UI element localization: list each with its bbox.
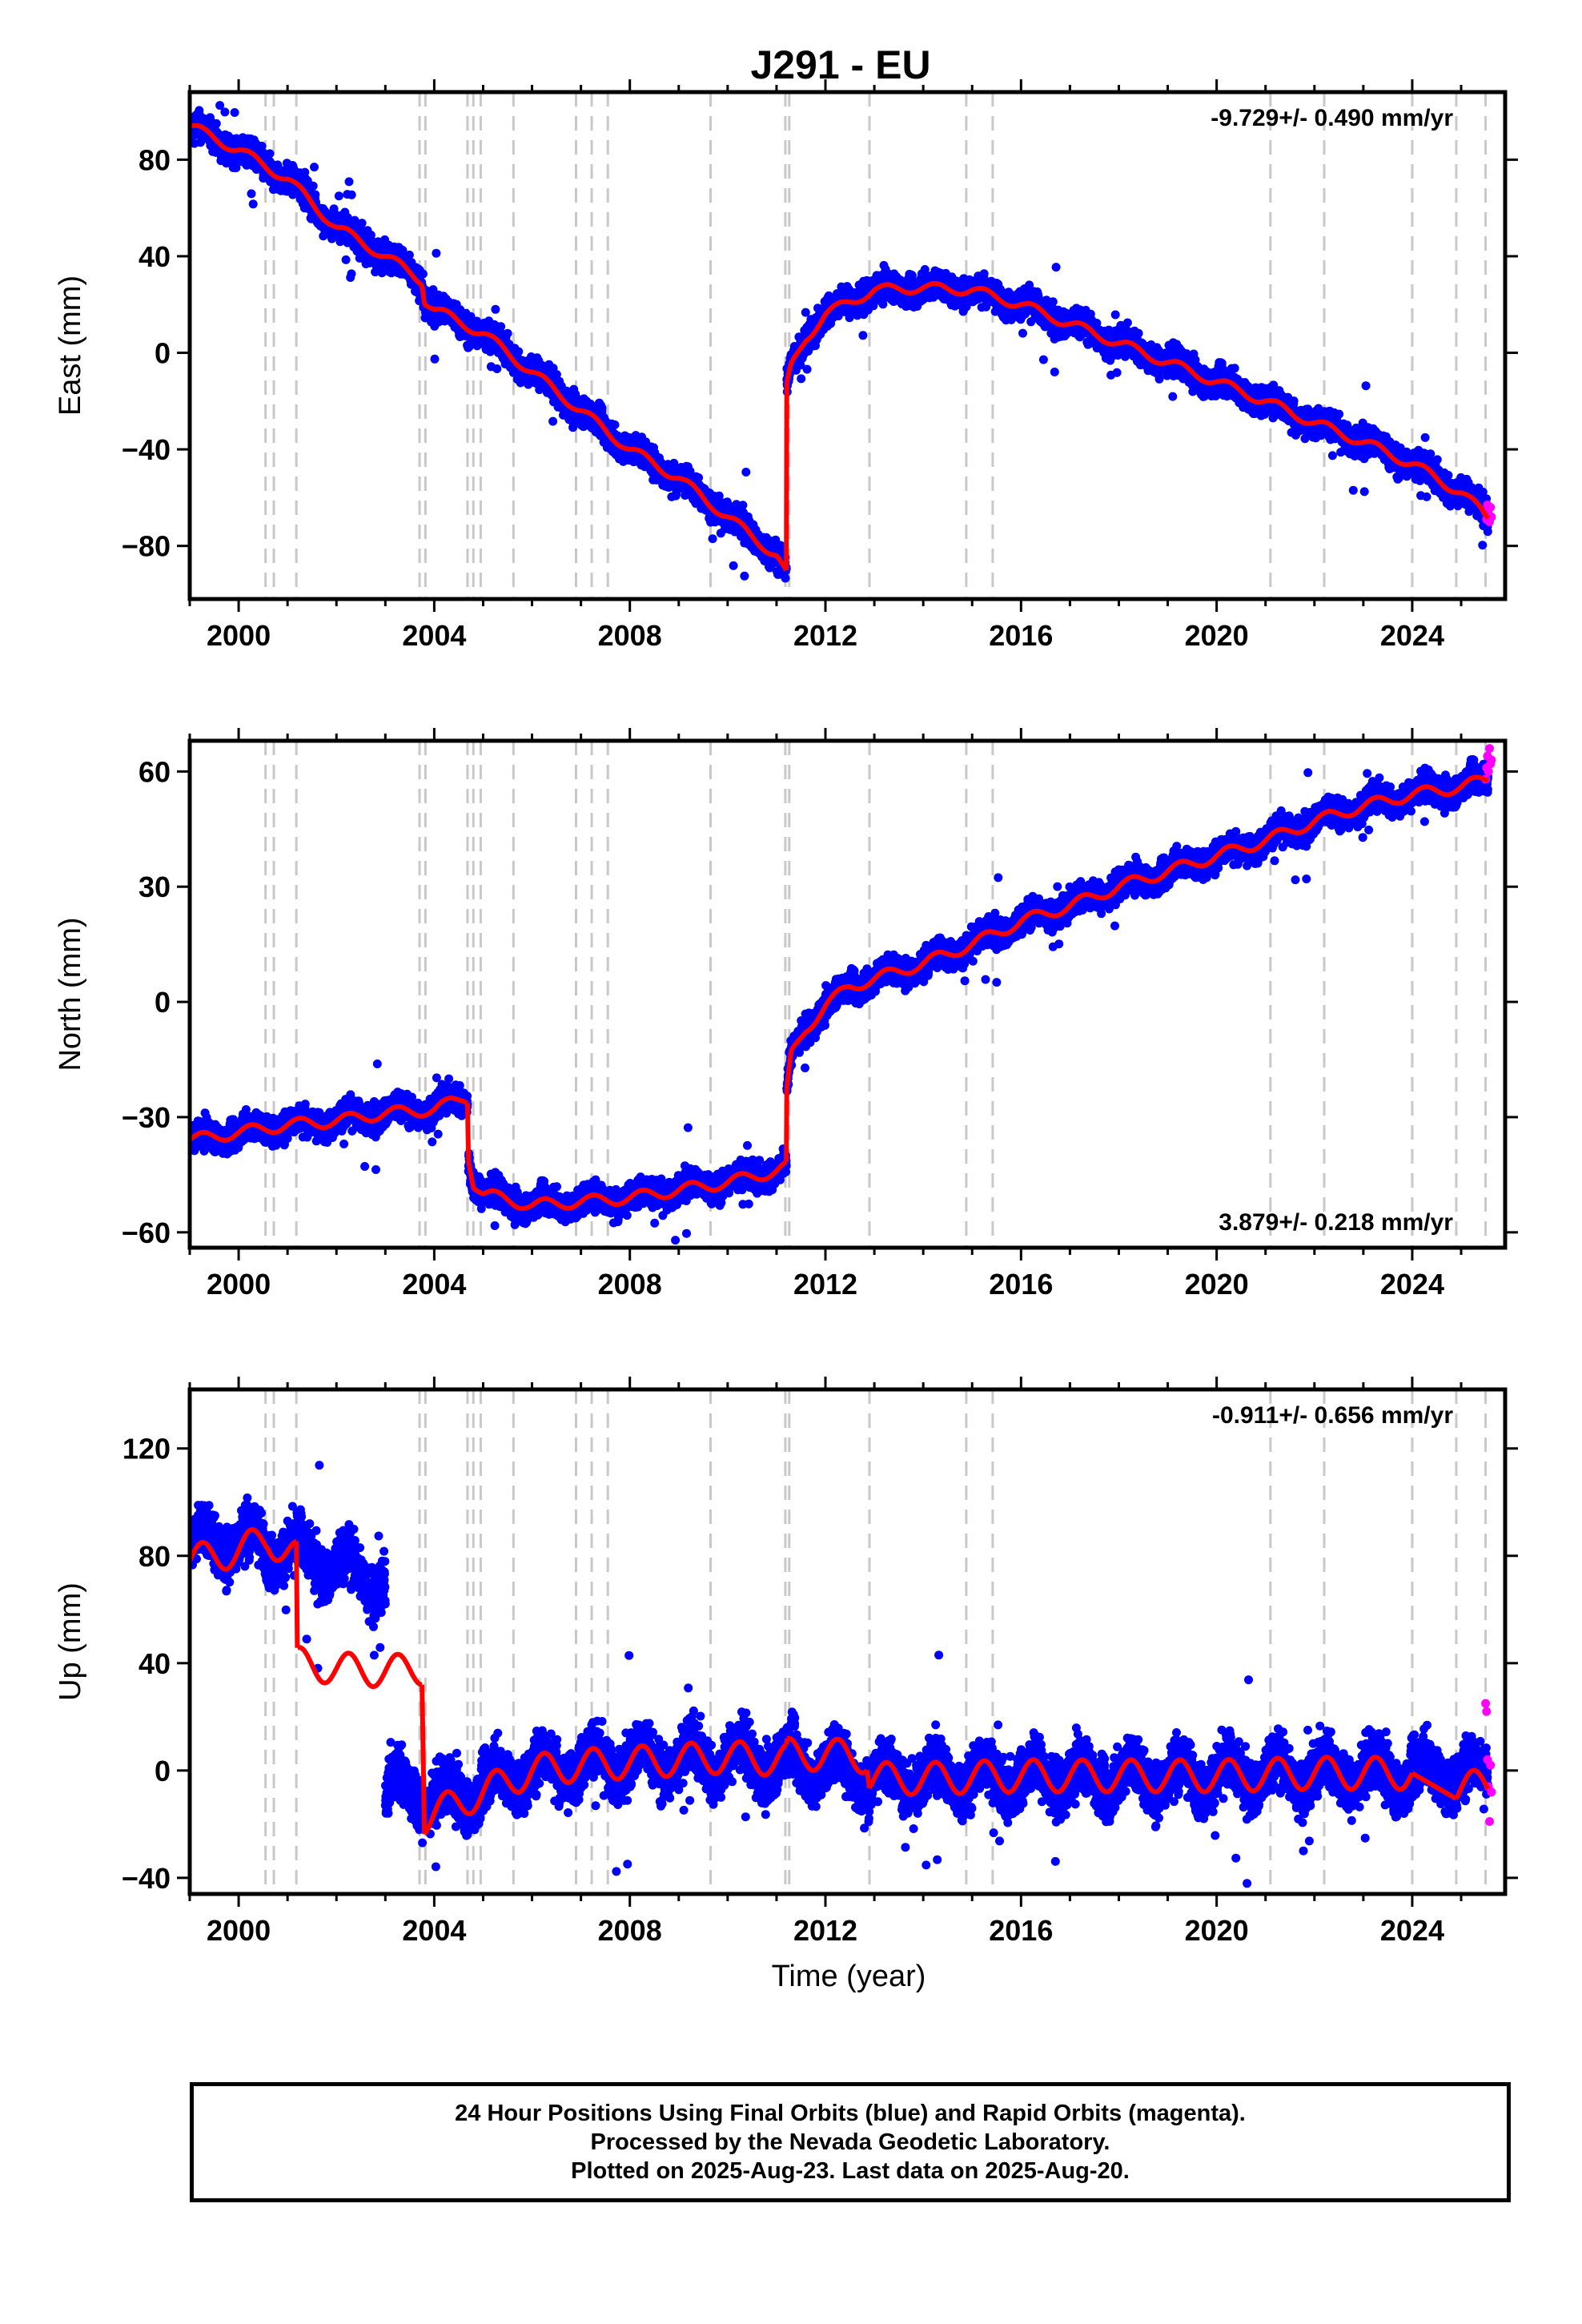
east-final-orbit-point bbox=[247, 189, 256, 199]
east-final-orbit-point bbox=[347, 190, 356, 199]
east-final-orbit-point bbox=[230, 108, 239, 117]
east-final-orbit-point bbox=[797, 374, 806, 384]
east-final-orbit-point bbox=[610, 420, 620, 429]
east-final-orbit-point bbox=[310, 163, 319, 172]
east-final-orbit-point bbox=[248, 199, 258, 209]
east-final-orbit-point bbox=[496, 322, 506, 332]
east-final-orbit-point bbox=[211, 119, 221, 128]
east-final-orbit-point bbox=[220, 107, 230, 117]
east-final-orbit-point bbox=[231, 163, 241, 172]
east-final-orbit-point bbox=[215, 101, 225, 111]
east-final-orbit-point bbox=[404, 250, 414, 259]
east-final-orbit-point bbox=[334, 191, 343, 201]
east-final-orbit-point bbox=[741, 468, 751, 476]
east-final-orbit-point bbox=[300, 167, 310, 177]
east-final-orbit-point bbox=[548, 416, 558, 426]
east-final-orbit-point bbox=[802, 364, 812, 374]
chart-title: J291 - EU bbox=[750, 42, 930, 87]
east-final-orbit-point bbox=[740, 571, 749, 581]
east-panel: 2000 2004 2008 2012 2016 2020 2024−80−4004080E… bbox=[54, 79, 1518, 652]
east-final-orbit-point bbox=[357, 219, 367, 228]
east-plot-area bbox=[190, 92, 1496, 599]
east-final-orbit-point bbox=[492, 364, 502, 373]
east-final-orbit-point bbox=[341, 255, 351, 264]
east-final-orbit-point bbox=[418, 269, 428, 279]
east-final-orbit-point bbox=[694, 473, 704, 482]
east-final-orbit-point bbox=[491, 304, 500, 314]
east-final-orbit-point bbox=[729, 561, 738, 570]
east-final-orbit-point bbox=[265, 149, 275, 159]
east-final-orbit-point bbox=[344, 177, 354, 187]
east-final-orbit-point bbox=[311, 190, 320, 199]
east-final-orbit-point bbox=[432, 248, 441, 258]
east-final-orbit-point bbox=[858, 331, 868, 340]
east-final-orbit-point bbox=[503, 328, 512, 338]
east-final-orbit-point bbox=[514, 347, 524, 356]
east-final-orbit-point bbox=[430, 354, 440, 364]
east-final-orbit-point bbox=[801, 308, 810, 317]
east-final-orbit-point bbox=[308, 181, 318, 191]
east-final-orbit-point bbox=[708, 534, 717, 544]
east-final-orbit-point bbox=[597, 403, 607, 412]
east-final-orbit-point bbox=[347, 269, 356, 279]
